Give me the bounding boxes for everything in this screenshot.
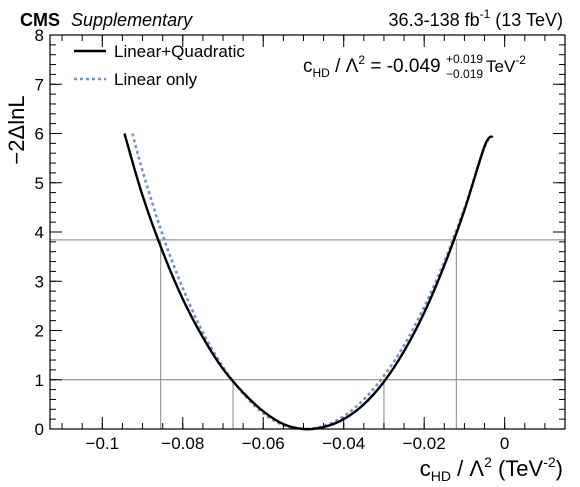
x-axis-title: cHD / Λ2 (TeV-2) bbox=[420, 454, 563, 484]
y-tick-label-7: 7 bbox=[35, 75, 44, 94]
x-title-mid-sup: 2 bbox=[484, 454, 492, 470]
y-tick-label-1: 1 bbox=[35, 371, 44, 390]
lumi-prefix: 36.3-138 fb bbox=[389, 10, 480, 30]
x-axis-ticks: −0.1 −0.08 −0.06 −0.04 −0.02 0 bbox=[61, 35, 566, 453]
x-title-param-sub: HD bbox=[431, 468, 451, 484]
lumi-exponent: -1 bbox=[480, 7, 491, 21]
result-unit: TeV-2 bbox=[486, 53, 526, 76]
y-tick-label-4: 4 bbox=[35, 223, 44, 242]
result-value: = -0.049 bbox=[365, 56, 441, 77]
y-tick-label-3: 3 bbox=[35, 272, 44, 291]
x-tick-label-4: −0.02 bbox=[403, 434, 446, 453]
legend-label-linear-quadratic: Linear+Quadratic bbox=[114, 42, 245, 61]
result-param-sub: HD bbox=[313, 66, 331, 80]
result-up-error: +0.019 bbox=[446, 52, 483, 66]
plot-area bbox=[50, 35, 565, 429]
y-axis-ticks: 0 1 2 3 4 5 6 7 8 bbox=[35, 26, 565, 439]
lumi-suffix: (13 TeV) bbox=[495, 10, 563, 30]
y-tick-label-6: 6 bbox=[35, 125, 44, 144]
result-down-error: −0.019 bbox=[446, 67, 483, 81]
result-mid-sup: 2 bbox=[358, 53, 365, 67]
supplementary-label: Supplementary bbox=[71, 10, 193, 30]
x-title-unit-close: ) bbox=[556, 456, 563, 481]
legend: Linear+Quadratic Linear only bbox=[74, 42, 245, 89]
y-tick-label-2: 2 bbox=[35, 322, 44, 341]
result-annotation: cHD / Λ2 = -0.049 bbox=[303, 53, 441, 80]
reference-lines bbox=[50, 239, 565, 429]
x-title-mid: / Λ bbox=[451, 456, 484, 481]
result-unit-base: TeV bbox=[486, 57, 516, 76]
x-tick-label-1: −0.08 bbox=[161, 434, 204, 453]
result-mid: / Λ bbox=[330, 56, 359, 77]
result-param: c bbox=[303, 56, 313, 77]
y-axis-title: −2ΔlnL bbox=[4, 95, 29, 164]
y-tick-label-0: 0 bbox=[35, 420, 44, 439]
x-tick-label-2: −0.06 bbox=[242, 434, 285, 453]
x-tick-label-5: 0 bbox=[500, 434, 509, 453]
legend-label-linear-only: Linear only bbox=[114, 70, 198, 89]
y-tick-label-8: 8 bbox=[35, 26, 44, 45]
header-label: CMS Supplementary bbox=[20, 10, 193, 30]
x-title-unit-exp: -2 bbox=[543, 454, 556, 470]
result-unit-exp: -2 bbox=[515, 53, 526, 67]
x-tick-label-0: −0.1 bbox=[86, 434, 120, 453]
y-tick-label-5: 5 bbox=[35, 174, 44, 193]
x-title-unit-open: (TeV bbox=[492, 456, 544, 481]
experiment-name: CMS bbox=[20, 10, 60, 30]
x-title-param: c bbox=[420, 456, 431, 481]
x-tick-label-3: −0.04 bbox=[322, 434, 365, 453]
luminosity-label: 36.3-138 fb-1 (13 TeV) bbox=[389, 7, 563, 30]
